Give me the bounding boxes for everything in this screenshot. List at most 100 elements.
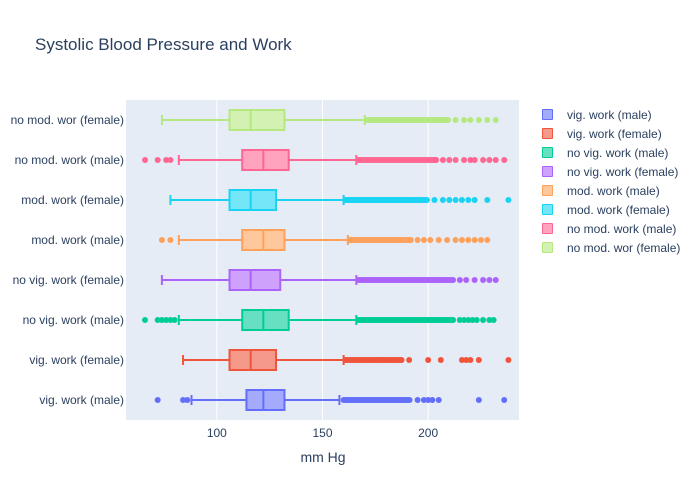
outlier-point <box>446 157 453 163</box>
outlier-point <box>420 237 427 243</box>
legend-label: no mod. wor (female) <box>567 240 681 255</box>
outlier-point <box>458 237 465 243</box>
outlier-point <box>480 157 487 163</box>
outlier-point <box>158 317 165 323</box>
box-trace <box>154 389 508 411</box>
outlier-point <box>420 397 427 403</box>
outlier-point <box>475 117 482 123</box>
legend-item[interactable]: no mod. work (male) <box>538 219 698 238</box>
box-trace <box>142 149 508 171</box>
legend-item[interactable]: mod. work (female) <box>538 200 698 219</box>
outlier-point <box>458 197 465 203</box>
x-tick-labels: 100 150 200 <box>207 426 439 440</box>
outlier-point <box>450 277 457 283</box>
y-category-label: no vig. work (female) <box>13 273 124 287</box>
outlier-point <box>171 317 178 323</box>
outlier-point <box>406 357 413 363</box>
outlier-point <box>484 117 491 123</box>
outlier-point <box>484 197 491 203</box>
outlier-point <box>473 317 480 323</box>
y-category-label: mod. work (male) <box>31 233 124 247</box>
y-category-label: no mod. wor (female) <box>11 113 124 127</box>
box-trace <box>142 309 497 331</box>
legend-label: no vig. work (male) <box>567 145 669 160</box>
legend-label: mod. work (female) <box>567 202 670 217</box>
iqr-box <box>245 389 286 411</box>
outlier-point <box>480 317 487 323</box>
outlier-point <box>471 237 478 243</box>
legend-item[interactable]: vig. work (female) <box>538 124 698 143</box>
outlier-point <box>452 157 459 163</box>
gridlines <box>216 100 429 420</box>
outlier-point <box>456 277 463 283</box>
outlier-point <box>154 157 161 163</box>
outlier-point <box>180 397 187 403</box>
outlier-point <box>486 157 493 163</box>
outlier-point <box>439 157 446 163</box>
chart-title: Systolic Blood Pressure and Work <box>35 35 292 54</box>
y-category-label: no vig. work (male) <box>23 313 124 327</box>
outlier-point <box>475 397 482 403</box>
outlier-point <box>167 157 174 163</box>
outlier-point <box>458 357 465 363</box>
outlier-point <box>463 357 470 363</box>
outlier-point <box>452 117 459 123</box>
legend-label: no mod. work (male) <box>567 221 677 236</box>
outlier-point <box>467 157 474 163</box>
legend-label: mod. work (male) <box>567 183 660 198</box>
legend-item[interactable]: mod. work (male) <box>538 181 698 200</box>
legend-swatch <box>542 185 553 196</box>
outlier-point <box>471 277 478 283</box>
iqr-box <box>241 309 290 331</box>
outlier-point <box>452 237 459 243</box>
y-category-label: no mod. work (male) <box>15 153 124 167</box>
outlier-point <box>471 157 478 163</box>
iqr-box <box>228 109 286 131</box>
outlier-point <box>444 237 451 243</box>
outlier-point <box>501 157 508 163</box>
outlier-point <box>501 397 508 403</box>
outlier-point <box>154 317 161 323</box>
outlier-point <box>456 317 463 323</box>
outlier-point <box>445 117 452 123</box>
outlier-point <box>492 117 499 123</box>
outlier-point <box>407 237 414 243</box>
legend-swatch <box>542 242 553 253</box>
y-category-label: mod. work (female) <box>21 193 124 207</box>
outlier-point <box>461 157 468 163</box>
outlier-point <box>414 237 421 243</box>
outlier-point <box>469 317 476 323</box>
outlier-point <box>486 317 493 323</box>
outlier-point <box>463 277 470 283</box>
legend-item[interactable]: no mod. wor (female) <box>538 238 698 257</box>
outlier-point <box>414 397 421 403</box>
outlier-point <box>467 117 474 123</box>
outlier-point <box>427 237 434 243</box>
outlier-point <box>425 397 432 403</box>
outlier-point <box>154 397 161 403</box>
legend-item[interactable]: vig. work (male) <box>538 105 698 124</box>
legend-swatch <box>542 223 553 234</box>
outlier-point <box>142 317 149 323</box>
legend-swatch <box>542 109 553 120</box>
outlier-point <box>142 157 149 163</box>
outlier-point <box>406 397 413 403</box>
y-category-labels: vig. work (male) vig. work (female) no vig… <box>11 113 124 407</box>
boxes <box>142 109 512 411</box>
outlier-point <box>471 197 478 203</box>
outlier-point <box>163 317 170 323</box>
outlier-point <box>167 237 174 243</box>
legend-item[interactable]: no vig. work (female) <box>538 162 698 181</box>
legend-item[interactable]: no vig. work (male) <box>538 143 698 162</box>
box-trace <box>169 189 512 211</box>
outlier-point <box>435 237 442 243</box>
legend-swatch <box>542 128 553 139</box>
outlier-point <box>398 357 405 363</box>
outlier-point <box>452 197 459 203</box>
y-category-label: vig. work (male) <box>39 393 124 407</box>
legend-swatch <box>542 166 553 177</box>
outlier-point <box>461 117 468 123</box>
iqr-box <box>241 149 290 171</box>
outlier-point <box>461 317 468 323</box>
